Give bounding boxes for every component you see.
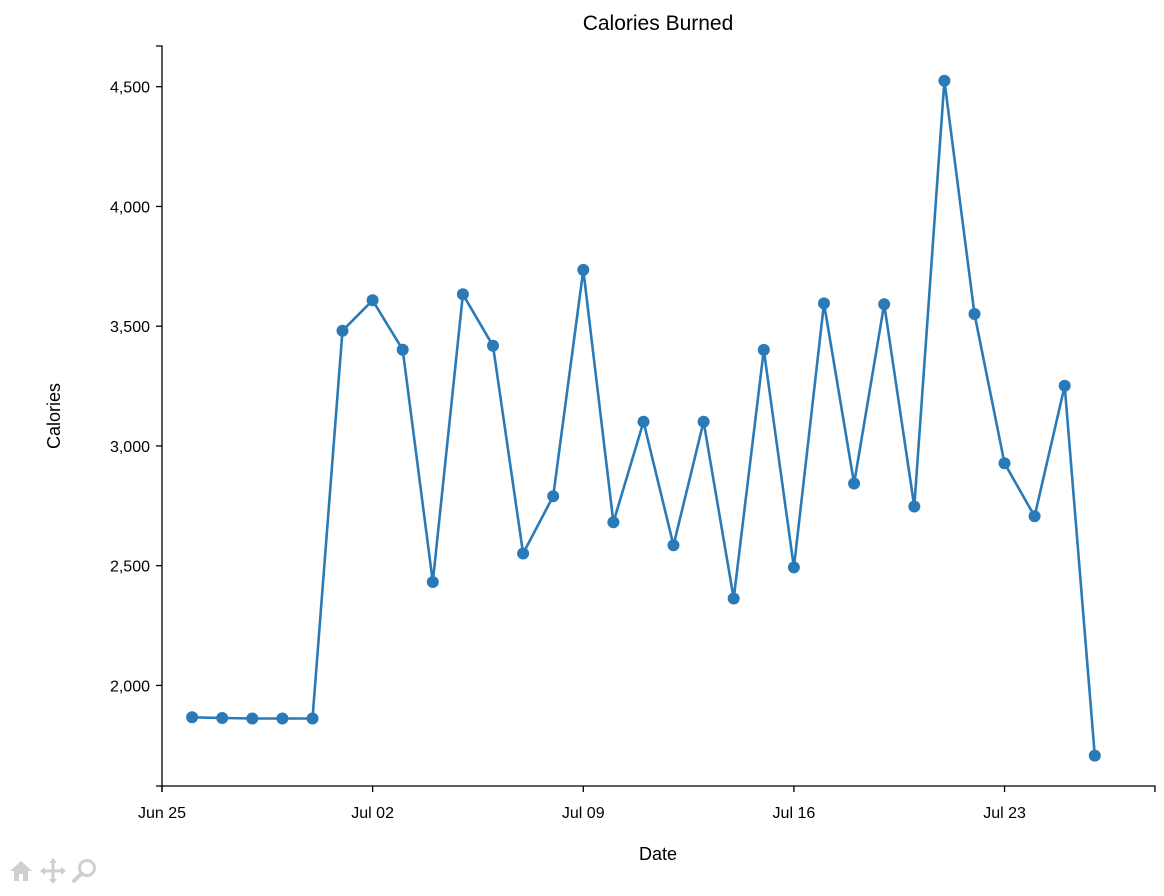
x-tick-label: Jul 23 <box>983 805 1026 822</box>
data-point[interactable] <box>216 712 229 724</box>
x-tick-label: Jul 02 <box>351 805 394 822</box>
data-point[interactable] <box>306 712 319 725</box>
data-point[interactable] <box>667 539 680 552</box>
data-point[interactable] <box>396 343 409 356</box>
data-point[interactable] <box>998 457 1011 470</box>
y-tick-label: 3,500 <box>110 319 150 336</box>
x-axis-line <box>161 785 1156 792</box>
zoom-icon[interactable] <box>70 856 100 886</box>
data-point[interactable] <box>547 490 560 503</box>
y-tick-label: 4,000 <box>110 199 150 216</box>
data-point[interactable] <box>246 712 259 725</box>
data-point[interactable] <box>908 500 921 513</box>
x-axis-label: Date <box>639 844 677 864</box>
data-point[interactable] <box>366 294 379 307</box>
y-tick-label: 3,000 <box>110 439 150 456</box>
data-point[interactable] <box>426 576 439 588</box>
data-point[interactable] <box>878 298 891 311</box>
data-point[interactable] <box>336 324 349 337</box>
x-tick-label: Jul 16 <box>773 805 816 822</box>
data-point[interactable] <box>487 339 499 352</box>
data-point[interactable] <box>787 561 800 574</box>
home-icon[interactable] <box>6 856 36 886</box>
data-point[interactable] <box>1088 749 1101 762</box>
plot-area <box>186 74 1101 762</box>
data-point[interactable] <box>607 516 620 529</box>
data-point[interactable] <box>938 74 951 87</box>
data-point[interactable] <box>276 712 289 725</box>
data-point[interactable] <box>517 547 530 560</box>
axes: 2,000 2,500 3,000 3,500 4,000 4,500 Jun 25 Jul … <box>110 45 1156 822</box>
y-tick-label: 4,500 <box>110 80 150 97</box>
pan-icon[interactable] <box>38 856 68 886</box>
y-tick-label: 2,000 <box>110 678 150 695</box>
data-point[interactable] <box>186 711 199 724</box>
x-tick-label: Jul 09 <box>562 805 605 822</box>
data-point[interactable] <box>848 477 861 490</box>
data-point[interactable] <box>1058 379 1071 392</box>
data-point[interactable] <box>697 415 710 428</box>
data-point[interactable] <box>968 308 981 320</box>
data-point[interactable] <box>577 263 590 276</box>
x-tick-label: Jun 25 <box>138 805 186 822</box>
data-point[interactable] <box>456 288 469 301</box>
chart-title: Calories Burned <box>583 12 734 35</box>
plot-toolbar <box>6 854 100 888</box>
data-point[interactable] <box>818 297 830 310</box>
data-point[interactable] <box>757 343 770 356</box>
y-tick-label: 2,500 <box>110 559 150 576</box>
y-axis-label: Calories <box>44 383 64 449</box>
y-axis-line <box>156 45 163 787</box>
data-point[interactable] <box>727 592 740 605</box>
data-point[interactable] <box>637 415 650 428</box>
data-point[interactable] <box>1028 510 1041 523</box>
